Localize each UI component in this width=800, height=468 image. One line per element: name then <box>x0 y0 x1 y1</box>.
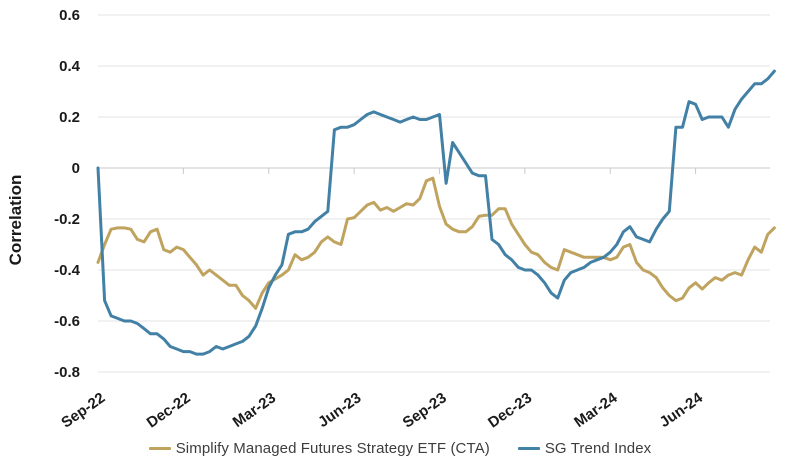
legend-label-sg-trend-index: SG Trend Index <box>544 439 652 457</box>
axis-ticks-group <box>97 168 697 174</box>
x-tick-label: Sep-23 <box>400 389 450 431</box>
y-tick-label: -0.4 <box>54 262 81 279</box>
y-tick-label: -0.8 <box>54 364 80 381</box>
x-tick-label: Mar-23 <box>230 389 279 431</box>
series-lines-group <box>96 69 776 356</box>
y-axis-title: Correlation <box>6 175 25 266</box>
x-tick-labels-group: Sep-22 Dec-22 Mar-23 Jun-23 Sep-23 Dec-23 Mar-… <box>58 389 706 432</box>
series-line-sg-trend-index <box>96 69 776 356</box>
legend-label-simplify-managed-futures-strategy-etf-cta: Simplify Managed Futures Strategy ETF (C… <box>175 439 490 457</box>
x-tick-label: Dec-22 <box>144 389 194 431</box>
y-tick-label: -0.6 <box>54 313 80 330</box>
legend-item-simplify-managed-futures-strategy-etf-cta: Simplify Managed Futures Strategy ETF (C… <box>148 439 490 457</box>
chart-legend: Simplify Managed Futures Strategy ETF (C… <box>0 434 800 462</box>
legend-swatch-simplify-managed-futures-strategy-etf-cta <box>148 446 171 450</box>
legend-item-sg-trend-index: SG Trend Index <box>517 439 652 457</box>
y-tick-label: 0 <box>72 160 80 177</box>
y-tick-label: 0.2 <box>59 109 80 126</box>
y-tick-label: -0.2 <box>54 211 80 228</box>
x-tick-label: Jun-24 <box>657 389 707 431</box>
x-tick-label: Jun-23 <box>315 389 364 431</box>
y-tick-labels-group: 0.6 0.4 0.2 0 -0.2 -0.4 -0.6 -0.8 <box>54 7 81 381</box>
series-line-simplify-managed-futures-strategy-etf-cta <box>96 176 776 310</box>
x-tick-label: Mar-24 <box>571 389 621 431</box>
x-tick-label: Dec-23 <box>485 389 535 431</box>
y-tick-label: 0.4 <box>59 58 81 75</box>
legend-swatch-sg-trend-index <box>517 446 540 450</box>
y-tick-label: 0.6 <box>59 7 80 24</box>
x-tick-label: Sep-22 <box>58 389 108 431</box>
